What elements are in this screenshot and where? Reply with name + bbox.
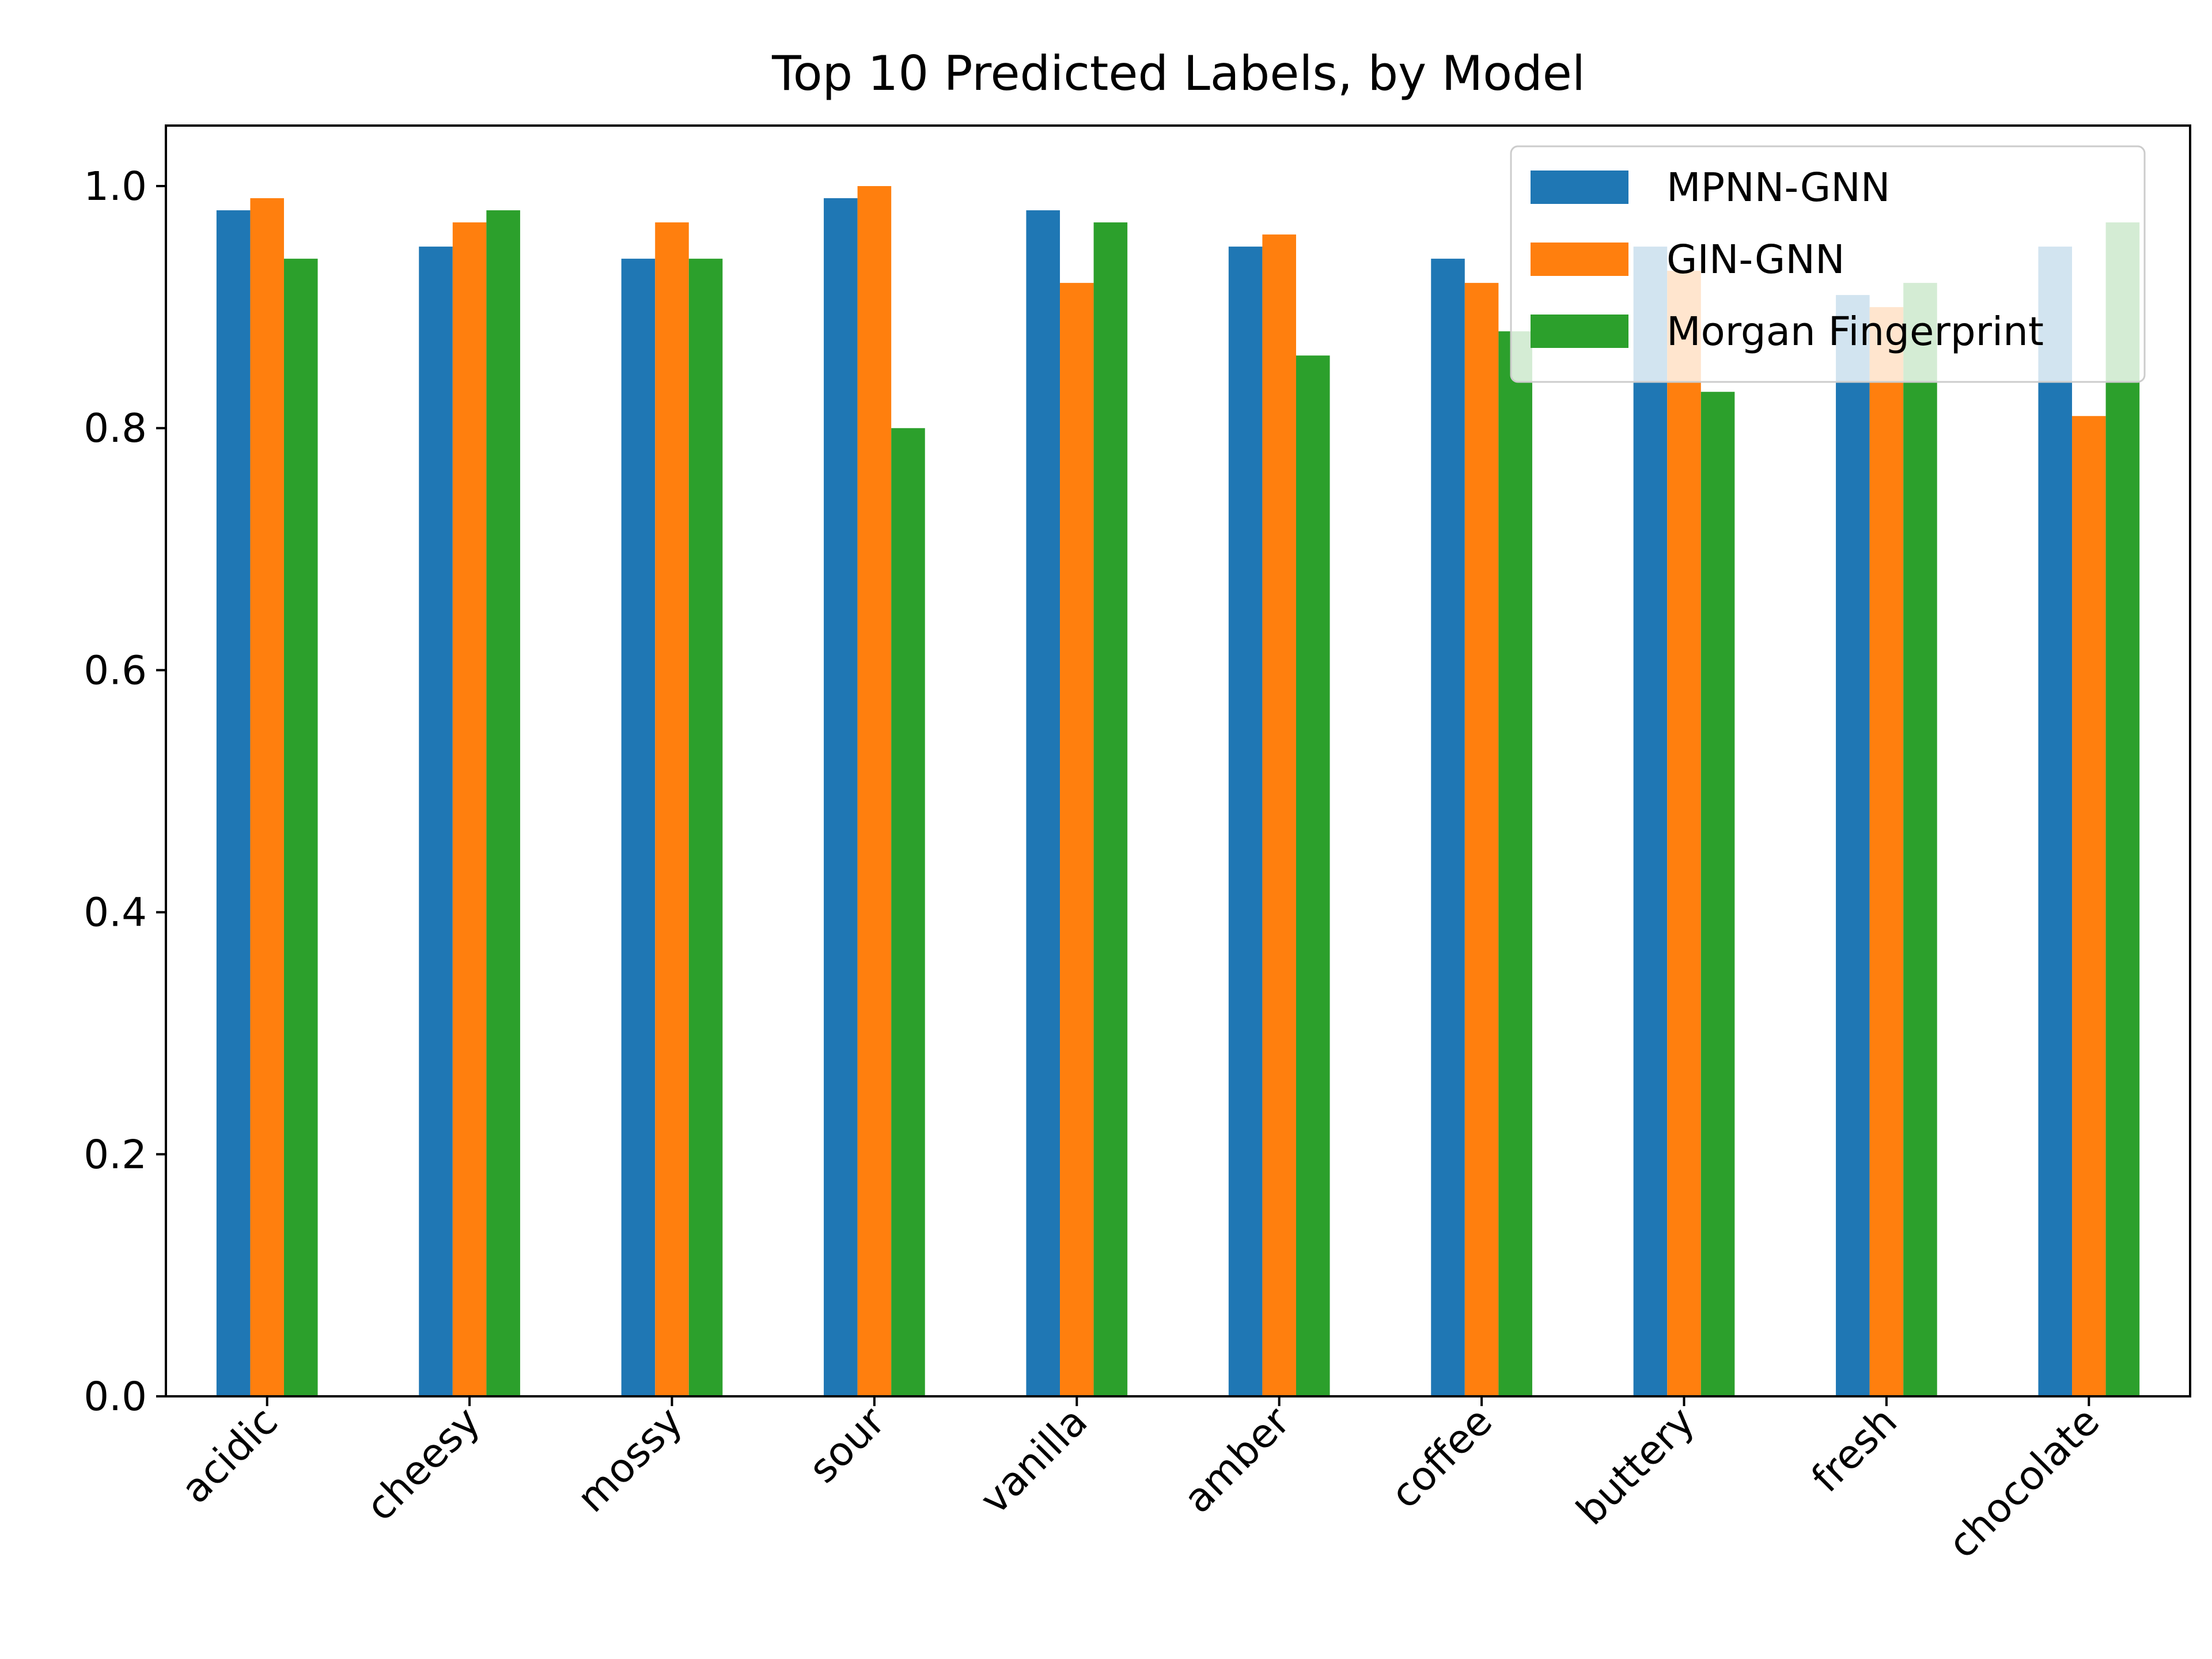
y-tick-label: 0.0 [84, 1374, 147, 1420]
bar-morgan-fingerprint-amber [1296, 355, 1330, 1397]
bar-mpnn-gnn-coffee [1431, 259, 1465, 1397]
bar-mpnn-gnn-mossy [621, 259, 656, 1397]
bar-mpnn-gnn-chocolate [2038, 247, 2073, 1397]
bar-morgan-fingerprint-coffee [1498, 331, 1532, 1397]
y-tick-label: 0.2 [84, 1132, 147, 1178]
bar-mpnn-gnn-amber [1228, 247, 1263, 1397]
bar-morgan-fingerprint-vanilla [1093, 222, 1128, 1397]
legend-label: Morgan Fingerprint [1666, 309, 2044, 355]
legend: MPNN-GNN GIN-GNN Morgan Fingerprint [1510, 145, 2146, 383]
bar-morgan-fingerprint-acidic [283, 259, 318, 1397]
bar-morgan-fingerprint-sour [891, 428, 925, 1397]
y-tick-label: 0.6 [84, 647, 147, 694]
plot-frame [165, 124, 2191, 1397]
bar-gin-gnn-coffee [1464, 283, 1499, 1397]
legend-label: MPNN-GNN [1666, 165, 1891, 211]
y-axis: 0.0 0.2 0.4 0.6 0.8 1.0 [84, 164, 166, 1420]
bar-gin-gnn-buttery [1667, 271, 1701, 1397]
bar-mpnn-gnn-cheesy [419, 247, 453, 1397]
legend-label: GIN-GNN [1666, 237, 1845, 283]
y-tick-label: 0.4 [84, 890, 147, 936]
bar-morgan-fingerprint-mossy [688, 259, 723, 1397]
bar-morgan-fingerprint-cheesy [486, 210, 520, 1397]
bar-gin-gnn-chocolate [2072, 416, 2106, 1397]
bar-morgan-fingerprint-buttery [1700, 392, 1735, 1397]
bar-morgan-fingerprint-chocolate [2105, 222, 2140, 1397]
bar-gin-gnn-cheesy [452, 222, 487, 1397]
bar-gin-gnn-vanilla [1060, 283, 1094, 1397]
bar-gin-gnn-sour [857, 186, 892, 1396]
bar-gin-gnn-amber [1262, 234, 1296, 1397]
y-tick-label: 0.8 [84, 406, 147, 452]
bar-gin-gnn-acidic [250, 198, 284, 1396]
bar-mpnn-gnn-sour [824, 198, 858, 1396]
legend-box [1510, 145, 2146, 383]
bar-mpnn-gnn-fresh [1836, 295, 1870, 1397]
bars-layer [216, 186, 2140, 1397]
bar-gin-gnn-mossy [655, 222, 689, 1397]
legend-swatch [1531, 243, 1628, 276]
chart-title: Top 10 Predicted Labels, by Model [771, 46, 1585, 101]
legend-swatch [1531, 315, 1628, 348]
bar-mpnn-gnn-acidic [216, 210, 251, 1397]
legend-swatch [1531, 171, 1628, 204]
bar-mpnn-gnn-vanilla [1026, 210, 1060, 1397]
bar-mpnn-gnn-buttery [1633, 247, 1668, 1397]
y-tick-label: 1.0 [84, 164, 147, 210]
bar-gin-gnn-fresh [1869, 307, 1904, 1397]
bar-morgan-fingerprint-fresh [1903, 283, 1937, 1397]
